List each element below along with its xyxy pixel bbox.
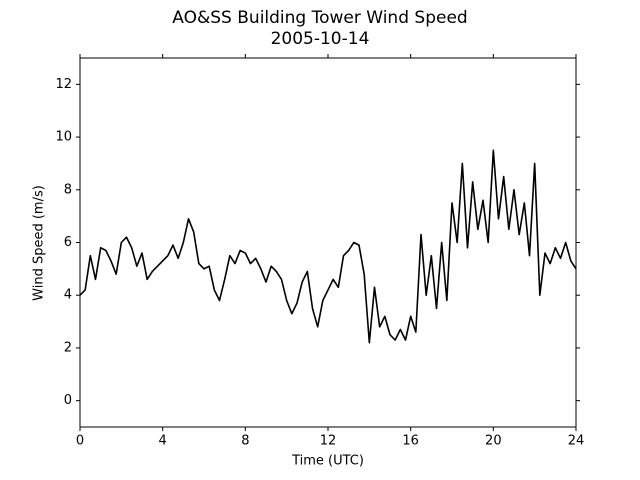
y-axis-label: Wind Speed (m/s) [32, 185, 47, 301]
x-tick-label: 16 [402, 434, 419, 449]
y-tick-label: 0 [64, 393, 72, 408]
y-tick-label: 2 [64, 340, 72, 355]
y-tick-label: 12 [55, 77, 72, 92]
x-tick-label: 0 [76, 434, 84, 449]
data-line [79, 149, 577, 344]
x-tick-label: 8 [241, 434, 249, 449]
x-axis-label: Time (UTC) [291, 454, 364, 469]
x-tick-label: 12 [320, 434, 337, 449]
plot-frame [79, 57, 577, 428]
y-tick-label: 10 [55, 130, 72, 145]
chart-title: AO&SS Building Tower Wind Speed [172, 8, 467, 28]
x-tick-label: 24 [568, 434, 585, 449]
x-tick-label: 4 [159, 434, 167, 449]
y-tick-label: 4 [64, 288, 72, 303]
x-tick-label: 20 [485, 434, 502, 449]
y-tick-label: 6 [64, 235, 72, 250]
chart-subtitle: 2005-10-14 [271, 29, 370, 49]
y-tick-label: 8 [64, 182, 72, 197]
